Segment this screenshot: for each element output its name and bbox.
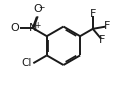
Text: F: F [90, 9, 96, 19]
Text: F: F [99, 35, 105, 45]
Text: O: O [11, 23, 20, 33]
Text: Cl: Cl [22, 58, 32, 68]
Text: F: F [104, 21, 110, 31]
Text: N: N [29, 23, 38, 33]
Text: O: O [33, 4, 42, 14]
Text: −: − [38, 3, 44, 12]
Text: +: + [34, 21, 40, 30]
